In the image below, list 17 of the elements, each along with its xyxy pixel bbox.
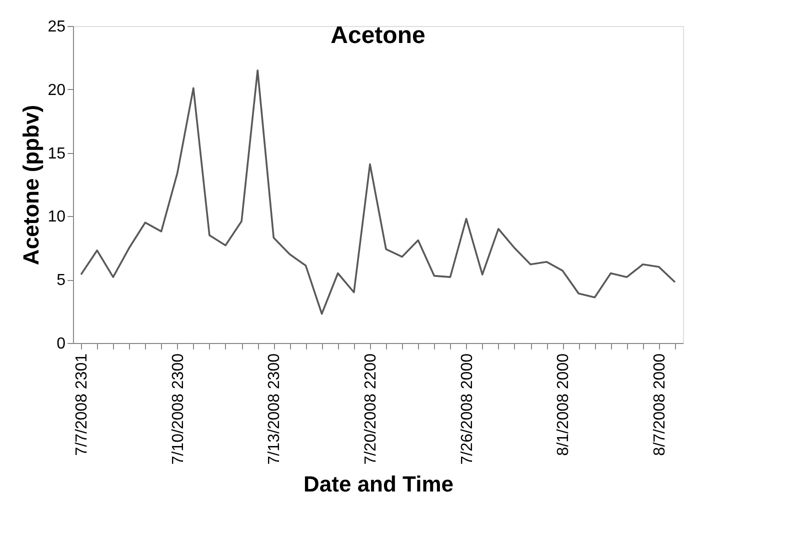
chart-title: Acetone [330,22,426,49]
x-tick-label: 8/7/2008 2000 [651,353,668,456]
y-tick-label: 10 [48,208,66,226]
y-tick-label: 20 [48,82,66,99]
y-tick-label: 5 [56,272,66,290]
x-tick-label: 7/10/2008 2300 [170,353,187,465]
x-axis-title: Date and Time [304,472,454,497]
y-tick-label: 25 [48,18,66,36]
y-tick-label: 15 [48,145,66,162]
y-tick-label: 0 [56,336,66,352]
x-tick-label: 7/20/2008 2200 [362,353,380,465]
x-tick-label: 8/1/2008 2000 [555,353,572,456]
x-tick-label: 7/7/2008 2301 [74,353,91,456]
y-axis-title: Acetone (ppbv) [18,104,44,266]
x-tick-label: 7/26/2008 2000 [458,353,476,465]
line-series [80,69,676,315]
x-tick-label: 7/13/2008 2300 [266,353,284,465]
